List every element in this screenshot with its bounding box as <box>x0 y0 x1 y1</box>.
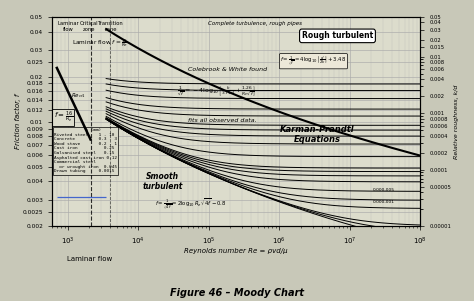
Text: fits all observed data.: fits all observed data. <box>188 118 257 123</box>
Text: Rough turbulent: Rough turbulent <box>302 31 373 40</box>
Text: k (mm)
Riveted steel    1 - 10
Concrete         0.3 - 3
Wood stave       0.2 - 1: k (mm) Riveted steel 1 - 10 Concrete 0.3… <box>54 128 117 173</box>
Text: $\frac{1}{\sqrt{f}} = -4\log_{10}\left[\frac{k}{3.71d} + \frac{1.26}{R_e\sqrt{f}: $\frac{1}{\sqrt{f}} = -4\log_{10}\left[\… <box>177 84 256 98</box>
Text: $f = \frac{1}{\sqrt{f}} = 4\log_{10}\left[\frac{d}{2k}\right] + 3.48$: $f = \frac{1}{\sqrt{f}} = 4\log_{10}\lef… <box>281 55 346 68</box>
Text: Laminar
flow: Laminar flow <box>58 21 80 32</box>
Text: 0.000,001: 0.000,001 <box>373 200 394 204</box>
Text: Transition
zone: Transition zone <box>98 21 124 32</box>
Text: Complete turbulence, rough pipes: Complete turbulence, rough pipes <box>208 21 301 26</box>
X-axis label: Reynolds number Re = ρvd/μ: Reynolds number Re = ρvd/μ <box>184 248 288 254</box>
Text: Figure 46 – Moody Chart: Figure 46 – Moody Chart <box>170 288 304 298</box>
Text: $f = \frac{1}{\sqrt{4f}} = 2\log_{10}R_e\sqrt{4f} - 0.8$: $f = \frac{1}{\sqrt{4f}} = 2\log_{10}R_e… <box>155 197 227 211</box>
Text: 0.000,005: 0.000,005 <box>373 188 394 192</box>
Text: $Re_{cr1}$: $Re_{cr1}$ <box>71 91 86 100</box>
Y-axis label: Friction factor, f: Friction factor, f <box>15 94 21 149</box>
Text: Laminar flow $f = \frac{16}{Re}$: Laminar flow $f = \frac{16}{Re}$ <box>73 37 129 49</box>
Text: $f = \frac{16}{R_e}$: $f = \frac{16}{R_e}$ <box>54 110 73 125</box>
Text: Critical
zone: Critical zone <box>80 21 99 32</box>
Text: Colebrook & White found: Colebrook & White found <box>188 67 267 72</box>
Text: Smooth
turbulent: Smooth turbulent <box>142 172 183 191</box>
Text: Laminar flow: Laminar flow <box>67 256 112 262</box>
Y-axis label: Relative roughness, k/d: Relative roughness, k/d <box>454 85 459 159</box>
Text: Karman-Prandtl
Equations: Karman-Prandtl Equations <box>280 125 355 144</box>
